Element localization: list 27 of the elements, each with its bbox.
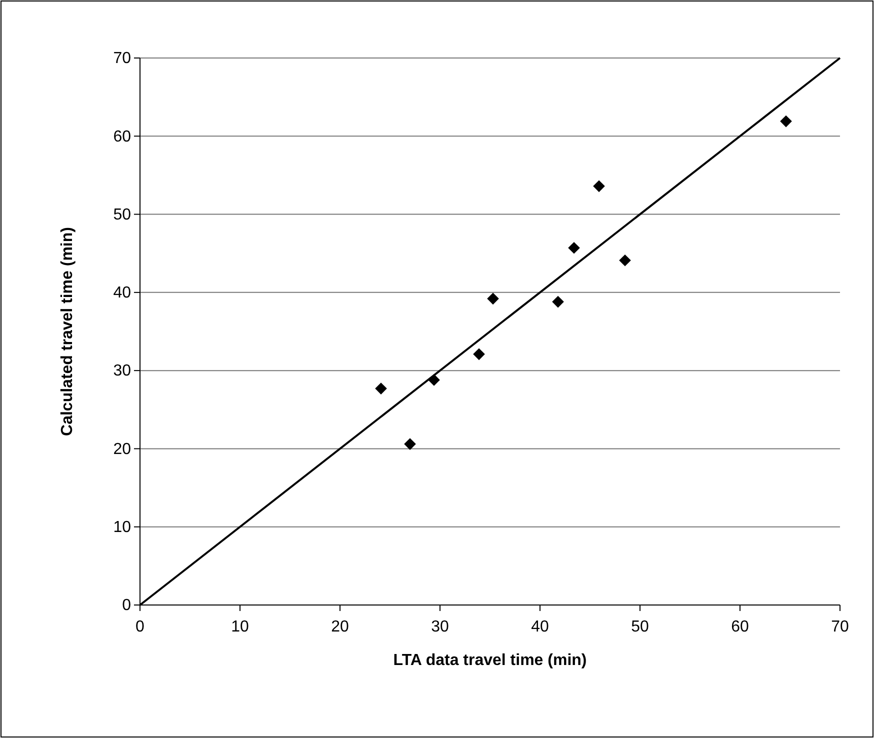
x-tick-label: 20 (331, 618, 349, 636)
x-tick-label: 30 (431, 618, 449, 636)
y-tick-label: 10 (113, 518, 132, 536)
y-tick-label: 70 (113, 50, 132, 68)
point (552, 296, 564, 308)
y-tick-label: 20 (113, 440, 132, 458)
y-tick-label: 60 (113, 128, 132, 146)
x-axis-title: LTA data travel time (min) (393, 652, 587, 669)
x-tick-label: 50 (631, 618, 649, 636)
point (487, 292, 499, 305)
y-tick-label: 50 (113, 206, 132, 224)
y-tick-label: 30 (113, 362, 132, 380)
x-tick-label: 40 (531, 618, 549, 636)
x-tick-label: 0 (136, 618, 145, 636)
point (473, 348, 485, 360)
y-tick-label: 0 (122, 597, 132, 614)
point (404, 438, 416, 450)
y-tick-label: 40 (113, 284, 132, 302)
point (619, 254, 631, 266)
x-tick-label: 70 (831, 618, 849, 636)
point (780, 115, 792, 128)
point (375, 382, 387, 394)
point (593, 180, 605, 192)
x-tick-label: 60 (731, 618, 749, 636)
x-tick-label: 10 (231, 618, 249, 636)
point (568, 242, 580, 254)
y-axis-title: Calculated travel time (min) (59, 227, 76, 436)
